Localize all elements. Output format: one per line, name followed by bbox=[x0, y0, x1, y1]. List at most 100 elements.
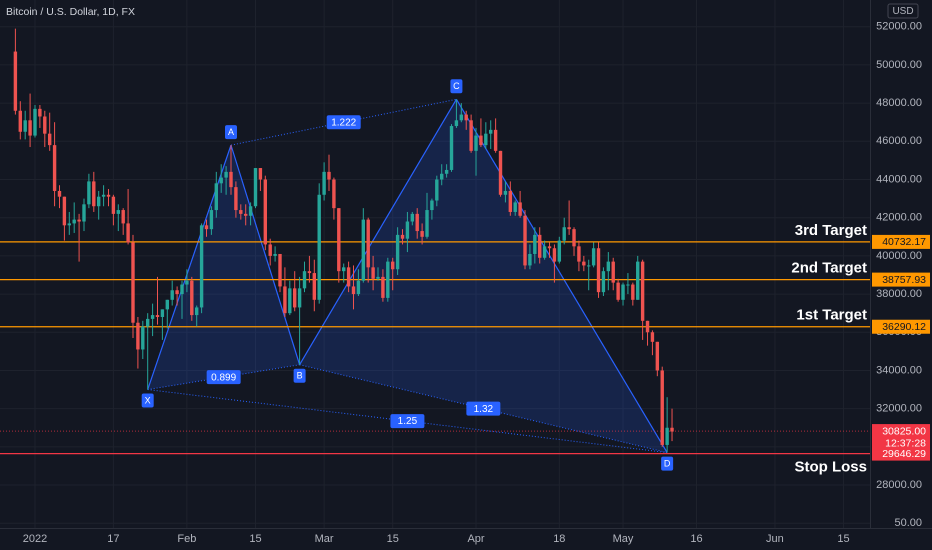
candle-body bbox=[165, 299, 169, 310]
candle-body bbox=[96, 196, 101, 207]
candle-body bbox=[234, 187, 238, 211]
candle-body bbox=[180, 284, 184, 295]
candle-body bbox=[136, 322, 140, 350]
candle-body bbox=[616, 282, 620, 300]
currency-box[interactable] bbox=[887, 3, 919, 19]
plot: 3rd Target 2nd Target 1st Target Stop Loss 0… bbox=[0, 28, 870, 476]
candle-body bbox=[449, 126, 454, 170]
level-label: Stop Loss bbox=[794, 459, 867, 476]
candle-body bbox=[440, 173, 444, 180]
point-label: B bbox=[297, 371, 303, 381]
candle-body bbox=[312, 273, 317, 300]
candle-body bbox=[645, 320, 650, 333]
candle-body bbox=[194, 307, 199, 316]
y-tick-label: 52000.00 bbox=[876, 21, 922, 33]
candle-body bbox=[459, 114, 464, 121]
candle-body bbox=[582, 261, 586, 266]
candle-body bbox=[606, 261, 611, 272]
candle-body bbox=[141, 326, 145, 350]
candle-body bbox=[484, 133, 488, 146]
pattern-leg bbox=[299, 98, 457, 366]
x-tick-label: 15 bbox=[249, 533, 261, 545]
candle-body bbox=[87, 181, 91, 205]
candle-body bbox=[67, 223, 71, 226]
x-tick-label: 2022 bbox=[23, 533, 47, 545]
candle-body bbox=[405, 221, 410, 239]
candle-body bbox=[435, 179, 439, 201]
candle-body bbox=[376, 276, 380, 279]
ratio-box bbox=[206, 370, 241, 385]
axes: 50.0028000.0030000.0032000.0034000.00360… bbox=[23, 21, 930, 545]
candle-body bbox=[420, 231, 424, 237]
y-tick-label: 50000.00 bbox=[876, 59, 922, 71]
last-price-box bbox=[872, 424, 930, 451]
candle-body bbox=[503, 190, 508, 195]
candle-body bbox=[670, 427, 674, 432]
candle-body bbox=[185, 280, 189, 285]
candle-body bbox=[101, 194, 106, 197]
pattern-area bbox=[299, 99, 668, 453]
level-price-box bbox=[872, 319, 930, 334]
candle-body bbox=[400, 234, 405, 239]
candle-body bbox=[572, 229, 576, 247]
candle-body bbox=[410, 213, 415, 222]
candle-body bbox=[268, 244, 272, 256]
candle-body bbox=[253, 168, 258, 207]
last-price: 30825.00 bbox=[882, 425, 926, 437]
candle-body bbox=[106, 194, 111, 197]
x-tick-label: 15 bbox=[387, 533, 399, 545]
candle-body bbox=[650, 332, 655, 342]
level-label: 1st Target bbox=[796, 307, 867, 324]
y-tick-label: 28000.00 bbox=[876, 479, 922, 491]
grid bbox=[0, 0, 870, 528]
candle-body bbox=[273, 253, 277, 256]
candle-body bbox=[116, 210, 120, 214]
candle-body bbox=[204, 225, 209, 230]
candle-body bbox=[454, 120, 459, 127]
x-tick-label: May bbox=[613, 533, 634, 545]
candle-body bbox=[307, 271, 312, 274]
x-tick-label: Jun bbox=[766, 533, 784, 545]
point-label: C bbox=[453, 81, 460, 91]
candle-body bbox=[263, 179, 268, 245]
candle-body bbox=[219, 177, 223, 184]
candle-body bbox=[479, 135, 483, 146]
currency[interactable]: USD bbox=[892, 6, 913, 17]
candle-body bbox=[386, 261, 390, 298]
candle-body bbox=[327, 171, 331, 180]
candle-body bbox=[209, 210, 214, 230]
y-tick-label: 42000.00 bbox=[876, 212, 922, 224]
candle-body bbox=[356, 280, 361, 295]
candle-body bbox=[18, 110, 22, 132]
x-tick-label: Apr bbox=[467, 533, 484, 545]
chart-title: Bitcoin / U.S. Dollar, 1D, FX bbox=[6, 6, 135, 18]
candle-body bbox=[121, 210, 125, 224]
pattern-leg bbox=[230, 144, 301, 365]
candle-body bbox=[52, 145, 57, 191]
candle-body bbox=[258, 168, 263, 180]
candle-body bbox=[57, 190, 62, 197]
candle-body bbox=[493, 129, 498, 151]
y-tick-label: 34000.00 bbox=[876, 364, 922, 376]
candle-body bbox=[351, 286, 356, 295]
y-tick-label: 50.00 bbox=[894, 517, 922, 529]
candle-body bbox=[288, 288, 292, 314]
candle-body bbox=[655, 341, 660, 371]
level-price: 29646.29 bbox=[882, 448, 926, 460]
candle-body bbox=[190, 280, 194, 316]
candle-body bbox=[430, 200, 434, 211]
candle-body bbox=[278, 253, 282, 287]
x-tick-label: 15 bbox=[837, 533, 849, 545]
point-box bbox=[293, 368, 306, 383]
level-price-box bbox=[872, 272, 930, 287]
candle-body bbox=[626, 284, 630, 286]
candle-body bbox=[229, 171, 233, 188]
candle-body bbox=[523, 215, 527, 266]
candle-body bbox=[297, 288, 302, 308]
candle-body bbox=[155, 315, 160, 317]
candle-body bbox=[342, 267, 346, 272]
candle-body bbox=[508, 190, 513, 212]
candle-body bbox=[474, 135, 478, 151]
